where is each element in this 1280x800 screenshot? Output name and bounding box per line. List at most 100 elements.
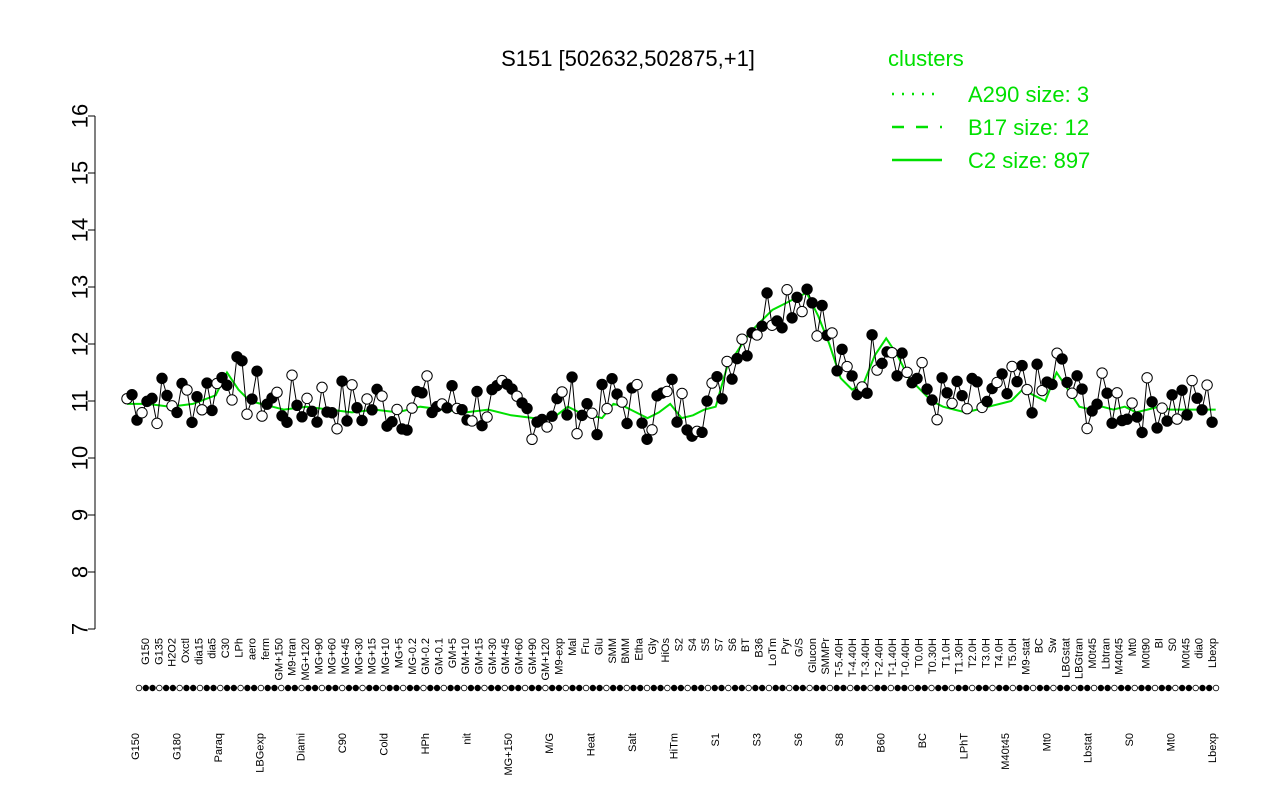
sample-marker [413,684,420,692]
sample-marker [142,684,149,692]
sample-marker [657,684,664,692]
sample-point [741,350,753,362]
sample-point [911,372,923,385]
x-tick-label: LBGexp [254,733,266,773]
x-tick-label: BC [917,733,929,748]
sample-point [581,398,593,410]
legend-label: C2 size: 897 [968,148,1090,173]
sample-marker [670,684,678,692]
sample-marker [447,684,454,692]
x-tick-label: T-5.40H [834,638,846,677]
sample-marker [210,684,217,692]
sample-point [1056,353,1068,365]
sample-marker [189,684,197,692]
x-tick-label: Mt0 [1166,733,1178,751]
sample-marker [847,684,854,692]
x-tick-label: GM+120 [540,638,552,681]
sample-marker [467,684,475,692]
sample-point [306,405,318,418]
sample-point [836,343,848,356]
x-tick-label: LBGstat [1060,638,1072,678]
x-tick-label: T0.0H [914,638,926,668]
x-tick-label: LPhT [958,733,970,760]
sample-point [846,370,858,382]
y-tick-label: 15 [68,161,93,185]
sample-point [796,305,808,318]
sample-point [751,329,763,341]
sample-marker [582,684,590,692]
sample-marker [880,684,888,692]
sample-point [951,375,963,388]
sample-marker [427,684,434,692]
sample-marker [203,684,210,692]
sample-marker [217,684,224,692]
sample-marker [962,684,969,692]
x-tick-label: M9-exp [553,638,565,675]
x-tick-label: LBGtran [1074,638,1086,679]
sample-marker [1002,684,1010,692]
sample-point [886,346,898,359]
sample-marker [928,684,935,692]
sample-point [1111,387,1123,399]
sample-point [541,421,553,433]
sample-point [1106,417,1118,429]
x-tick-label: Fru [580,638,592,655]
sample-point [1121,413,1133,425]
sample-point [236,355,248,367]
sample-point [606,372,618,385]
x-tick-label: S0 [1167,638,1179,651]
sample-marker [230,684,238,692]
sample-marker [935,684,942,692]
x-tick-label: G180 [171,733,183,760]
sample-point [676,387,688,400]
sample-point [646,424,658,436]
sample-point [441,402,453,414]
x-tick-label: HiTm [669,733,681,759]
sample-point [1161,415,1173,427]
x-tick-label: Paraq [213,733,225,762]
sample-point [156,372,168,385]
sample-point [206,404,218,417]
sample-marker [948,684,956,692]
sample-point [761,287,773,299]
sample-point [641,433,653,445]
sample-marker [589,684,597,692]
x-tick-label: MG+120 [300,638,312,681]
x-tick-label: T-4.40H [847,638,859,677]
x-tick-label: G150 [140,638,152,665]
sample-marker [792,684,800,692]
y-tick-label: 14 [68,218,93,242]
sample-marker [244,684,251,692]
sample-marker [955,684,962,692]
x-tick-label: M40t45 [1000,733,1012,770]
sample-marker [738,684,746,692]
sample-point [201,377,213,389]
sample-point [391,403,403,416]
sample-marker [318,684,326,692]
x-tick-label: Glucon [807,638,819,673]
sample-marker [1009,684,1016,692]
sample-marker [569,684,576,692]
sample-point [1146,396,1158,408]
x-tick-label: MG+15 [367,638,379,674]
sample-marker [630,684,637,692]
y-tick-label: 12 [68,332,93,356]
sample-point [636,417,648,429]
sample-point [1046,378,1058,391]
sample-marker [162,684,170,692]
x-tick-label: S2 [674,638,686,651]
sample-marker [156,684,163,692]
x-tick-label: S8 [834,733,846,746]
points-layer [121,283,1218,445]
sample-marker [758,684,766,692]
sample-point [586,407,598,419]
x-tick-label: B36 [754,638,766,658]
sample-point [401,424,413,436]
sample-marker [725,684,732,692]
sample-marker [840,684,847,692]
sample-marker [643,684,651,692]
sample-marker [711,684,718,692]
sample-point [931,413,943,426]
sample-point [696,426,708,438]
sample-marker [278,684,285,692]
